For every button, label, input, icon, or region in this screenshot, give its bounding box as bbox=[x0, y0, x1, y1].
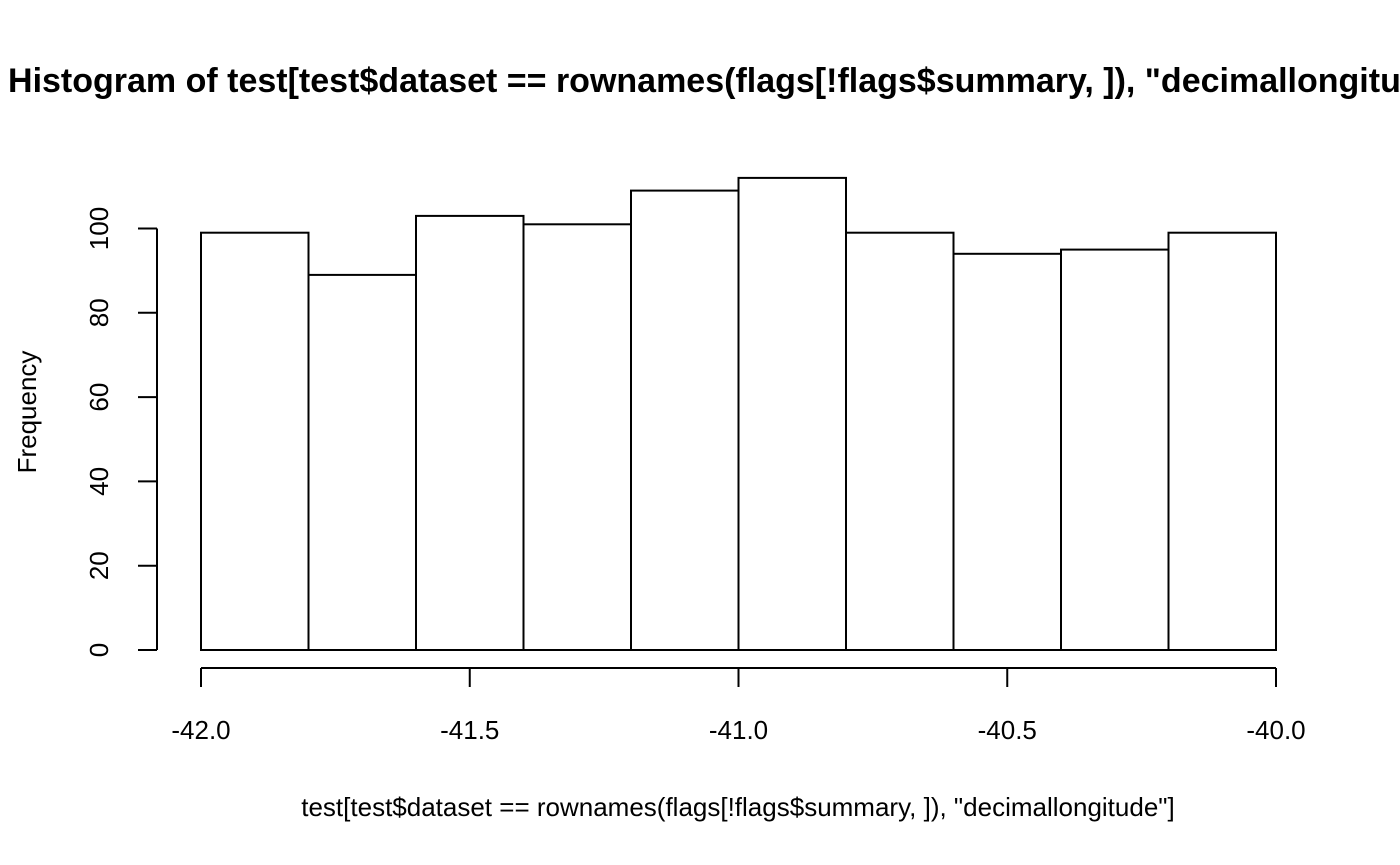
histogram-bar bbox=[200, 231, 310, 651]
x-axis: -42.0 -41.5 -41.0 -40.5 -40.0 bbox=[171, 667, 1306, 745]
y-axis-label: Frequency bbox=[12, 351, 42, 474]
y-tick-label: 80 bbox=[84, 298, 114, 327]
histogram-bar bbox=[737, 176, 847, 651]
x-tick-label: -41.0 bbox=[709, 715, 768, 745]
histogram-bar bbox=[1167, 231, 1277, 651]
histogram-bar bbox=[1060, 248, 1170, 651]
histogram-bar bbox=[845, 231, 955, 651]
histogram-bar bbox=[630, 189, 740, 651]
x-tick-label: -41.5 bbox=[440, 715, 499, 745]
histogram-bar bbox=[952, 252, 1062, 652]
chart-title: Histogram of test[test$dataset == rownam… bbox=[8, 62, 1400, 100]
histogram-bar bbox=[415, 214, 525, 651]
y-axis: 0 20 40 60 80 100 bbox=[84, 207, 158, 657]
y-tick-label: 60 bbox=[84, 383, 114, 412]
y-tick-label: 100 bbox=[84, 207, 114, 250]
y-tick-label: 0 bbox=[84, 643, 114, 657]
x-tick-label: -40.5 bbox=[978, 715, 1037, 745]
y-tick-label: 20 bbox=[84, 551, 114, 580]
histogram-bars bbox=[200, 176, 1277, 652]
histogram-bar bbox=[522, 223, 632, 652]
y-tick-label: 40 bbox=[84, 467, 114, 496]
x-tick-label: -42.0 bbox=[171, 715, 230, 745]
histogram-bar bbox=[307, 273, 417, 651]
x-axis-label: test[test$dataset == rownames(flags[!fla… bbox=[301, 792, 1175, 822]
x-tick-label: -40.0 bbox=[1246, 715, 1305, 745]
